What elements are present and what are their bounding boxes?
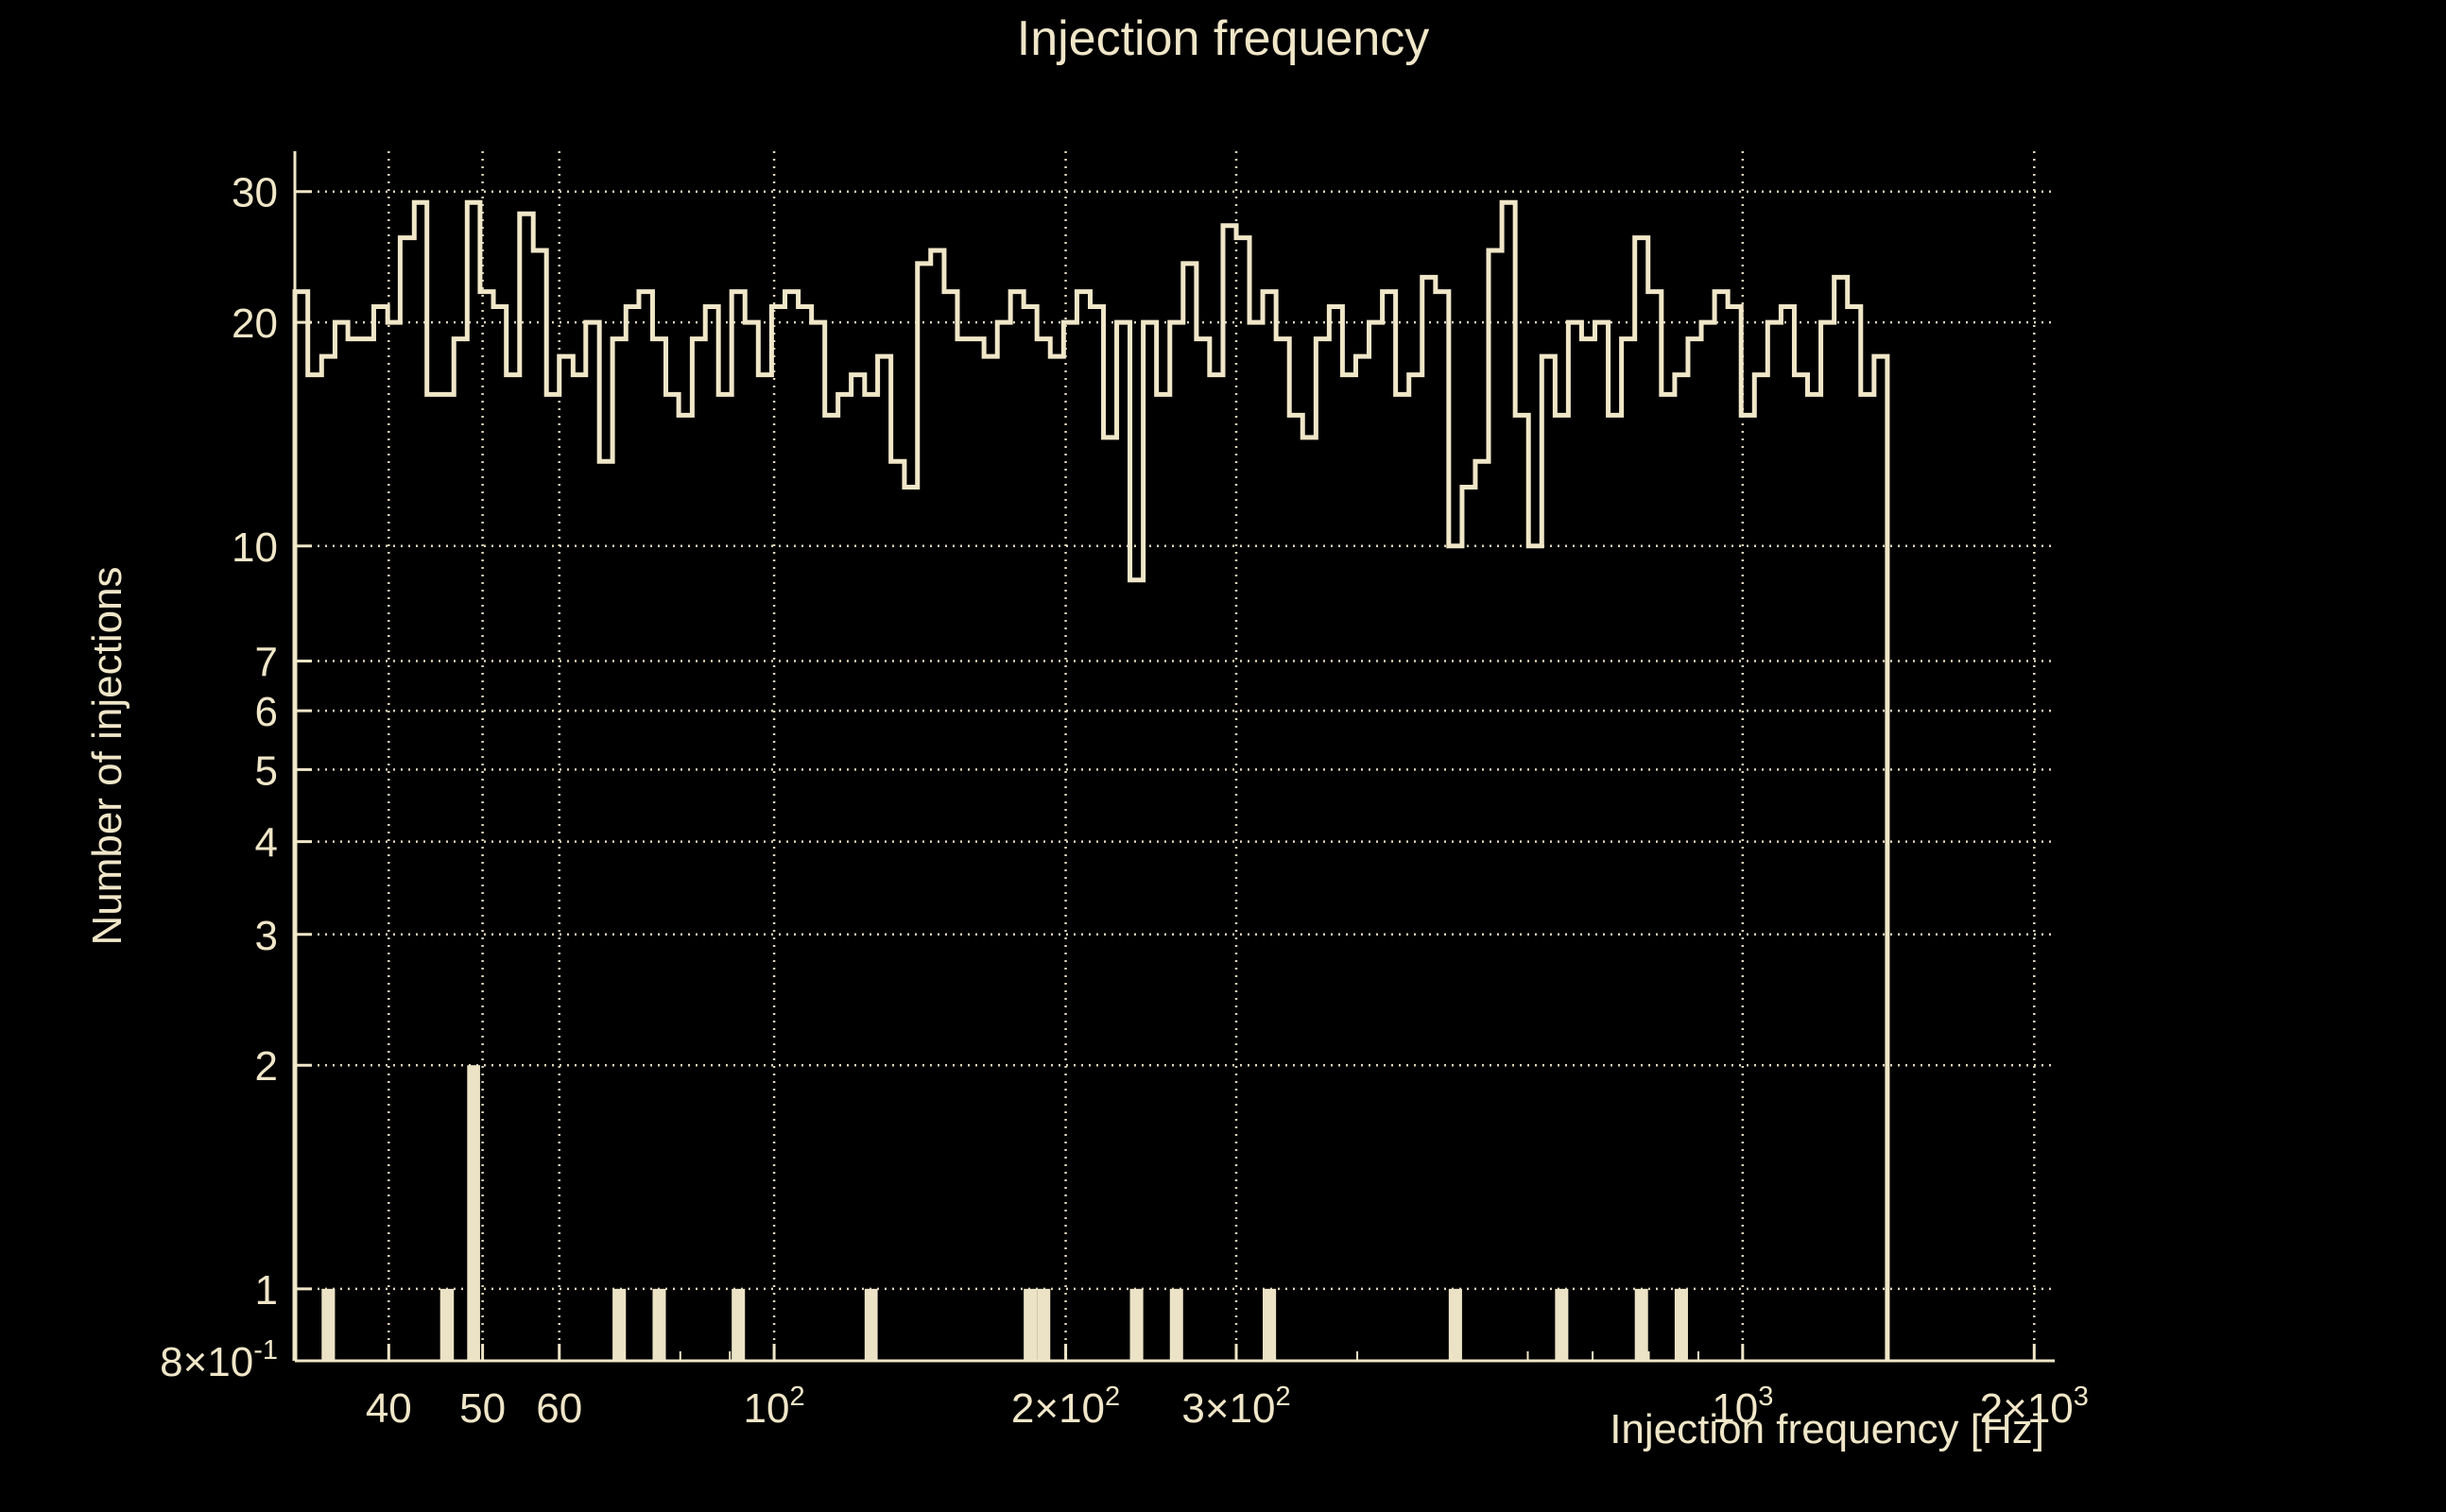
x-axis-title: Injection frequency [Hz] [1610, 1406, 2044, 1452]
grid-lines [295, 151, 2055, 1361]
histogram-outline [292, 199, 1890, 1361]
tick-label: 60 [536, 1385, 582, 1432]
tick-label: 2×103 [1980, 1382, 2089, 1432]
tick-label: 50 [459, 1385, 506, 1432]
tick-label: 3 [255, 913, 278, 959]
y-axis-tick-labels: 30 20 10 76 5 4 3 2 1 8×10-1 [160, 170, 278, 1385]
y-axis-title: Number of injections [84, 566, 130, 945]
axis-frame [293, 151, 2055, 1363]
tick-label: 5 [255, 747, 278, 794]
tick-label: 6 [255, 689, 278, 735]
tick-label: 7 [255, 640, 278, 686]
tick-label: 8×10-1 [160, 1335, 278, 1385]
tick-label: 1 [255, 1267, 278, 1314]
tick-label: 103 [1712, 1382, 1773, 1432]
x-axis-tick-labels: 40 50 60 102 2×102 3×102 103 2×103 [366, 1382, 2089, 1432]
axis-tickmarks [295, 190, 2036, 1363]
tick-label: 20 [232, 301, 278, 347]
tick-label: 4 [255, 820, 278, 867]
tick-label: 102 [744, 1382, 805, 1432]
tick-label: 2 [255, 1043, 278, 1090]
tick-label: 3×102 [1181, 1382, 1290, 1432]
tick-label: 40 [366, 1385, 412, 1432]
tick-label: 30 [232, 170, 278, 216]
histogram-bars [321, 1065, 1688, 1361]
page-title: Injection frequency [1017, 11, 1430, 66]
tick-label: 10 [232, 524, 278, 571]
tick-label: 2×102 [1011, 1382, 1120, 1432]
